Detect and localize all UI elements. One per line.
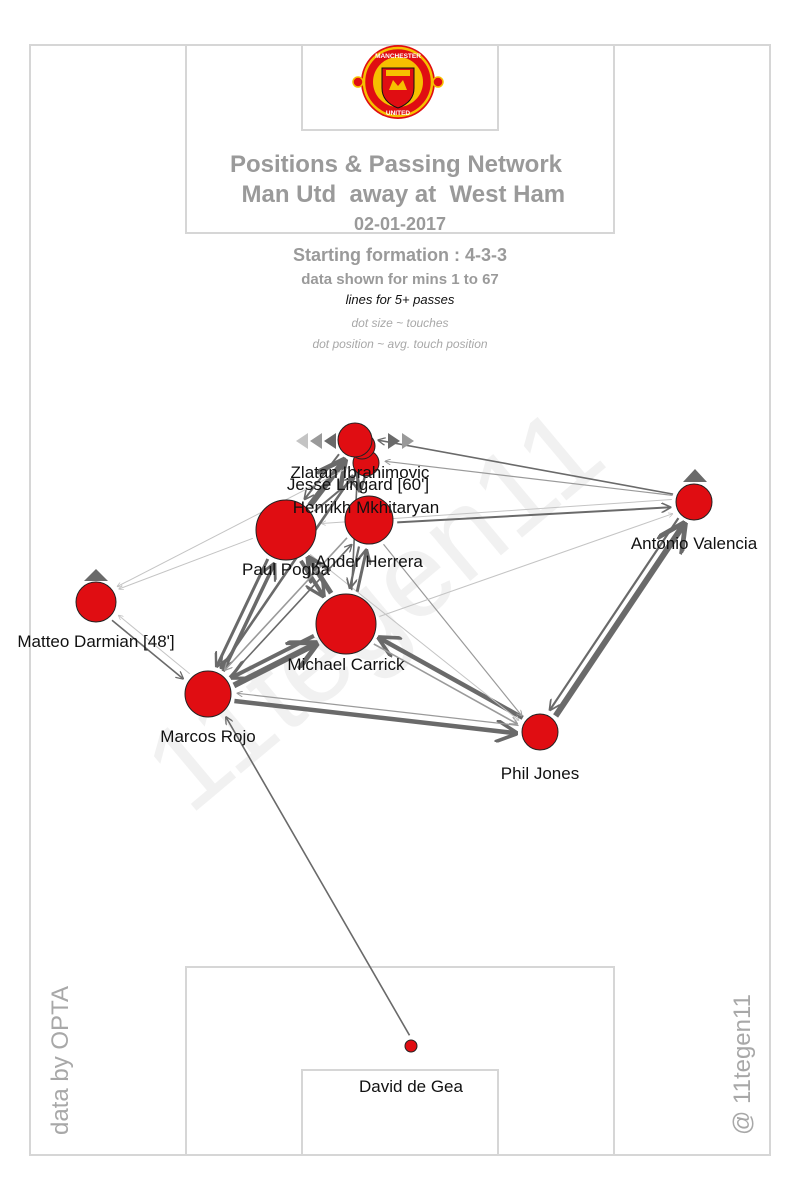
data-source: data by OPTA	[47, 986, 74, 1135]
attack-direction-markers	[84, 433, 707, 581]
pass-line	[385, 461, 673, 496]
pass-line	[221, 474, 355, 668]
pass-line	[299, 559, 323, 596]
pass-line	[119, 615, 191, 675]
top-goal-area	[301, 44, 499, 131]
pass-line	[379, 514, 672, 617]
svg-text:MANCHESTER: MANCHESTER	[375, 53, 421, 60]
player-dot	[75, 581, 117, 623]
player-name: David de Gea	[359, 1077, 463, 1096]
pass-line	[117, 466, 350, 586]
player-name: Zlatan Ibrahimovic	[291, 463, 430, 482]
player-node: Marcos Rojo	[160, 670, 256, 746]
bottom-goal-area	[301, 1069, 499, 1156]
pass-line	[232, 634, 315, 678]
man-utd-crest-icon: MANCHESTER UNITED	[352, 45, 444, 119]
pass-line	[234, 698, 515, 733]
title-line1: Positions & Passing Network	[230, 151, 563, 178]
pass-line	[373, 643, 517, 724]
player-dot	[344, 495, 394, 545]
formation: Starting formation : 4-3-3	[293, 245, 507, 265]
player-nodes: David de Gea Marcos Rojo Phil Jones Matteo …	[17, 422, 758, 1096]
pass-line	[378, 440, 674, 495]
up-triangle-icon	[84, 569, 108, 581]
player-name: Antonio Valencia	[631, 534, 758, 553]
lines-note: lines for 5+ passes	[346, 292, 455, 307]
player-name: Paul Pogba	[242, 560, 330, 579]
player-node: David de Gea	[359, 1039, 464, 1096]
title-line2: Man Utd away at West Ham	[235, 181, 565, 208]
pass-line	[225, 537, 348, 670]
up-triangle-icon	[683, 469, 707, 482]
player-name: Phil Jones	[501, 764, 579, 783]
player-dot	[337, 422, 373, 458]
size-note: dot size ~ touches	[351, 316, 448, 330]
player-node: Michael Carrick	[287, 593, 405, 674]
credit: @ 11tegen11	[729, 994, 756, 1135]
pass-line	[550, 517, 680, 710]
bottom-penalty-box	[185, 966, 615, 1156]
player-dot	[315, 593, 377, 655]
pass-line	[553, 524, 684, 718]
pass-line	[355, 550, 366, 593]
pass-line	[119, 537, 253, 589]
player-name: Jesse Lingard [60']	[287, 475, 429, 494]
match-date: 02-01-2017	[354, 214, 446, 234]
player-node: Antonio Valencia	[631, 483, 758, 553]
pass-line	[307, 461, 344, 508]
pass-line	[237, 693, 519, 727]
player-name: Michael Carrick	[287, 655, 405, 674]
player-name: Ander Herrera	[315, 552, 423, 571]
player-dot	[521, 713, 559, 751]
pass-line	[217, 558, 270, 666]
pass-line	[111, 619, 183, 678]
player-name: Matteo Darmian [48']	[17, 632, 174, 651]
player-dot	[184, 670, 232, 718]
player-dot	[404, 1039, 418, 1053]
player-node: Zlatan Ibrahimovic	[291, 422, 430, 482]
pass-line	[305, 453, 340, 499]
player-name: Marcos Rojo	[160, 727, 255, 746]
player-name: Henrikh Mkhitaryan	[293, 498, 439, 517]
pass-line	[226, 717, 411, 1036]
pass-line	[397, 507, 670, 524]
pass-line	[309, 553, 519, 720]
player-node: Ander Herrera	[315, 495, 423, 571]
player-node: Paul Pogba	[242, 499, 330, 579]
pass-line	[313, 478, 354, 512]
svg-text:UNITED: UNITED	[386, 110, 411, 117]
player-node: Matteo Darmian [48']	[17, 581, 175, 651]
position-note: dot position ~ avg. touch position	[312, 337, 487, 351]
pass-line	[383, 543, 522, 716]
player-dot	[255, 499, 317, 561]
player-dot	[675, 483, 713, 521]
striker-arrowheads	[296, 433, 414, 449]
player-node: Phil Jones	[501, 713, 579, 783]
minutes-range: data shown for mins 1 to 67	[301, 271, 499, 288]
